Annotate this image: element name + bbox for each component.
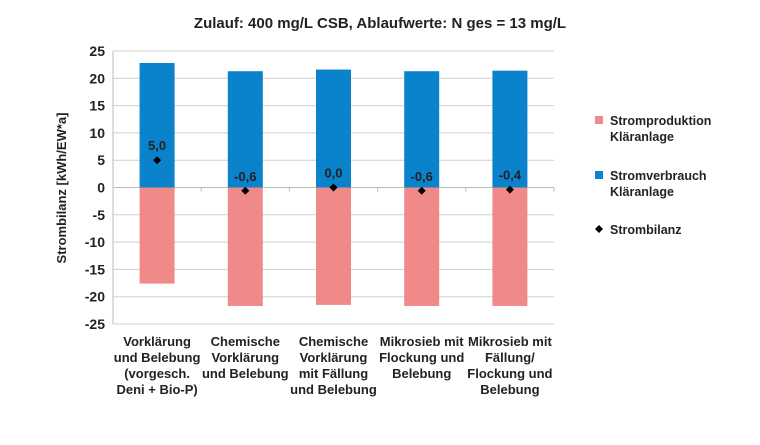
chart-title: Zulauf: 400 mg/L CSB, Ablaufwerte: N ges… xyxy=(194,15,566,32)
y-tick-label: -10 xyxy=(85,234,105,250)
x-tick-label: und Belebung xyxy=(202,366,289,381)
x-tick-label: Belebung xyxy=(480,382,539,397)
bar-stromproduktion xyxy=(316,187,351,305)
y-tick-label: 25 xyxy=(89,43,105,59)
legend-swatch xyxy=(595,116,603,124)
y-tick-label: -15 xyxy=(85,261,105,277)
data-label: 0,0 xyxy=(324,166,342,181)
y-tick-label: 15 xyxy=(89,98,105,114)
x-tick-label: Fällung/ xyxy=(485,350,535,365)
y-tick-label: 0 xyxy=(97,180,105,196)
strombilanz-marker xyxy=(241,186,250,195)
strombilanz-marker xyxy=(417,186,426,195)
y-tick-label: -5 xyxy=(93,207,106,223)
x-tick-label: Vorklärung xyxy=(300,350,368,365)
bar-stromverbrauch xyxy=(316,69,351,188)
data-label: -0,4 xyxy=(499,168,522,183)
bar-stromverbrauch xyxy=(404,71,440,188)
data-label: -0,6 xyxy=(234,169,256,184)
x-tick-label: Belebung xyxy=(392,366,451,381)
y-tick-label: -20 xyxy=(85,289,105,305)
bar-stromverbrauch xyxy=(227,71,263,188)
x-tick-label: mit Fällung xyxy=(299,366,368,381)
data-label: 5,0 xyxy=(148,138,166,153)
x-tick-label: und Belebung xyxy=(290,382,377,397)
y-axis-label: Strombilanz [kWh/EW*a] xyxy=(54,113,69,264)
strombilanz-marker xyxy=(505,185,514,194)
bar-stromproduktion xyxy=(227,187,263,306)
y-tick-label: 5 xyxy=(97,152,105,168)
x-tick-label: (vorgesch. xyxy=(124,366,190,381)
x-tick-label: Chemische xyxy=(211,334,280,349)
legend-swatch xyxy=(595,171,603,179)
x-tick-label: Chemische xyxy=(299,334,368,349)
bar-stromproduktion xyxy=(492,187,528,306)
y-tick-label: 10 xyxy=(89,125,105,141)
legend-label: Kläranlage xyxy=(610,130,674,144)
legend-marker xyxy=(595,225,603,233)
bar-stromproduktion xyxy=(139,187,175,284)
legend-label: Kläranlage xyxy=(610,185,674,199)
y-tick-label: 20 xyxy=(89,70,105,86)
legend-label: Strombilanz xyxy=(610,223,682,237)
legend-label: Stromverbrauch xyxy=(610,169,707,183)
x-tick-label: Flockung und xyxy=(379,350,464,365)
x-tick-label: und Belebung xyxy=(114,350,201,365)
bar-stromverbrauch xyxy=(492,70,528,188)
x-tick-label: Deni + Bio-P) xyxy=(116,382,197,397)
bar-stromproduktion xyxy=(404,187,440,306)
legend-label: Stromproduktion xyxy=(610,114,711,128)
x-tick-label: Vorklärung xyxy=(211,350,279,365)
x-tick-label: Mikrosieb mit xyxy=(380,334,464,349)
x-tick-label: Flockung und xyxy=(467,366,552,381)
strombilanz-marker xyxy=(153,156,162,165)
x-tick-label: Vorklärung xyxy=(123,334,191,349)
y-tick-label: -25 xyxy=(85,316,105,332)
x-tick-label: Mikrosieb mit xyxy=(468,334,552,349)
strombilanz-marker xyxy=(329,183,338,192)
data-label: -0,6 xyxy=(410,169,432,184)
bar-stromverbrauch xyxy=(139,63,175,188)
